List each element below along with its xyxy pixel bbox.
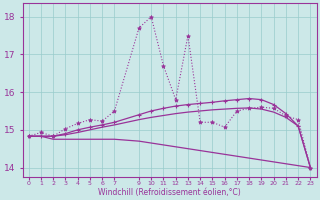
X-axis label: Windchill (Refroidissement éolien,°C): Windchill (Refroidissement éolien,°C) <box>98 188 241 197</box>
